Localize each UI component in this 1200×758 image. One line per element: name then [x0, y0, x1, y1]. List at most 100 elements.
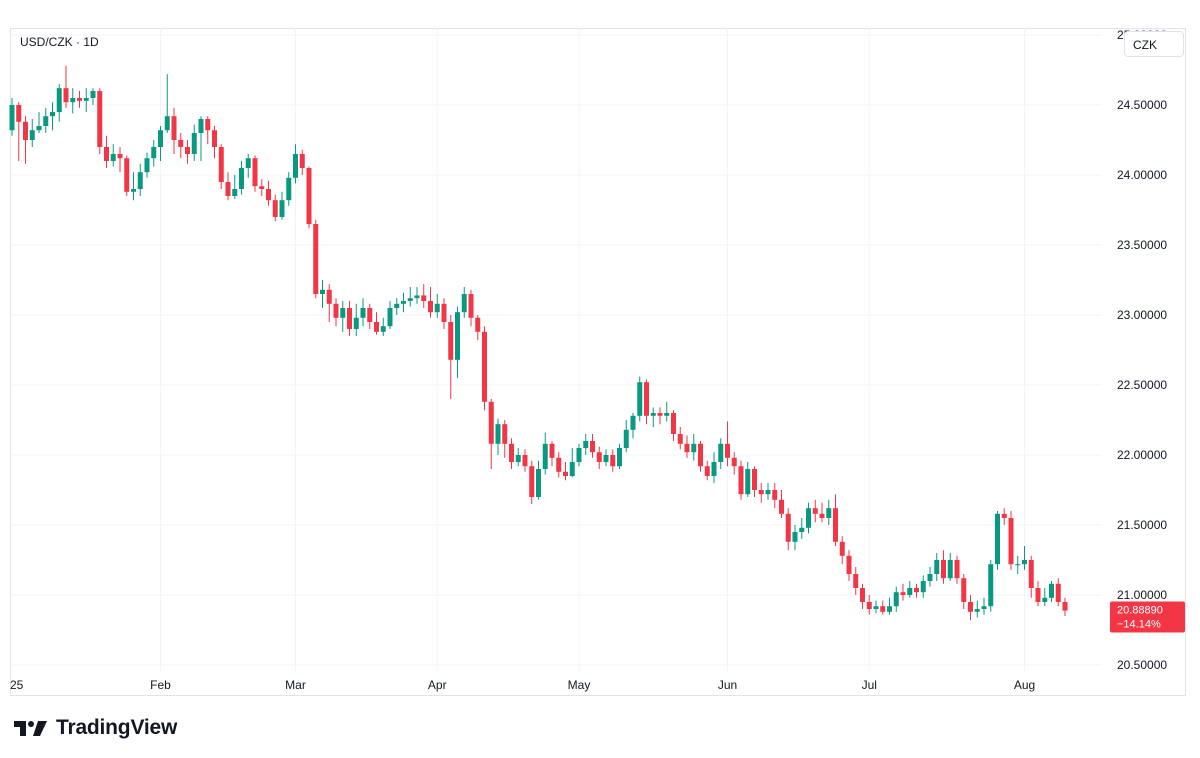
- candle-body: [637, 382, 643, 416]
- candle-body: [29, 130, 35, 140]
- candle: [1008, 511, 1014, 570]
- price-axis: 20.50000 21.00000 21.50000 22.00000 22.50000…: [1117, 28, 1167, 672]
- candle-body: [272, 200, 278, 217]
- candle: [353, 303, 359, 336]
- candle: [320, 280, 325, 308]
- candle-body: [583, 441, 589, 448]
- candle: [920, 575, 926, 598]
- candle-body: [981, 606, 987, 609]
- candle: [259, 179, 265, 196]
- candle-body: [131, 189, 136, 192]
- candle: [191, 124, 197, 161]
- last-price-badge: 20.88890 −14.14%: [1110, 601, 1185, 633]
- candle-body: [812, 508, 818, 514]
- candle: [772, 483, 778, 509]
- candle-body: [542, 443, 548, 469]
- candle: [9, 98, 15, 136]
- time-axis: 25 Feb Mar Apr May Jun Jul Aug: [10, 678, 1035, 692]
- candle-body: [833, 508, 838, 542]
- candle: [704, 460, 710, 481]
- candle: [502, 420, 508, 458]
- candle: [806, 502, 811, 534]
- candle-body: [826, 508, 832, 518]
- candle: [347, 301, 352, 336]
- candle: [401, 292, 406, 313]
- candle-body: [920, 581, 926, 593]
- candle-body: [293, 154, 298, 178]
- candle-body: [603, 455, 609, 462]
- tradingview-logo[interactable]: TradingView: [14, 714, 177, 742]
- candle: [691, 434, 697, 461]
- candle: [887, 597, 892, 615]
- candle: [590, 434, 595, 458]
- candle-body: [556, 457, 562, 472]
- candle: [927, 567, 933, 587]
- candle-body: [428, 301, 433, 313]
- candle-body: [711, 462, 717, 476]
- candle-body: [50, 112, 55, 117]
- candle: [131, 172, 136, 201]
- last-price-value: 20.88890: [1117, 605, 1163, 617]
- tradingview-logo-icon: [14, 721, 47, 736]
- candle-body: [529, 466, 535, 497]
- candle-body: [650, 413, 656, 416]
- candle-body: [367, 308, 373, 322]
- candle: [374, 312, 379, 335]
- candle: [70, 88, 76, 114]
- candle: [536, 460, 541, 500]
- candle: [981, 597, 987, 615]
- price-tick-label: 22.00000: [1117, 448, 1167, 462]
- candle: [158, 126, 163, 161]
- candle: [934, 553, 940, 581]
- candle-body: [738, 466, 744, 495]
- candle-body: [664, 413, 670, 416]
- candle: [185, 140, 190, 164]
- candle: [765, 483, 771, 500]
- price-tick-label: 22.50000: [1117, 378, 1167, 392]
- candle-body: [691, 443, 697, 453]
- candle: [36, 112, 42, 133]
- candle-body: [1062, 602, 1068, 611]
- candle: [738, 460, 744, 500]
- candle: [110, 144, 116, 167]
- candle-body: [563, 471, 568, 476]
- candle-body: [671, 413, 676, 434]
- candle-body: [839, 541, 845, 556]
- candle: [731, 452, 737, 475]
- candle-body: [880, 606, 886, 612]
- candle: [941, 550, 946, 584]
- candle-body: [718, 443, 724, 462]
- candle: [644, 379, 649, 425]
- time-tick-label: 25: [10, 678, 24, 692]
- candle-body: [245, 158, 251, 168]
- candle: [225, 172, 231, 201]
- candle-body: [266, 189, 271, 201]
- last-price-change: −14.14%: [1117, 619, 1161, 631]
- candle: [272, 194, 278, 222]
- price-tick-label: 21.00000: [1117, 588, 1167, 602]
- candle-body: [151, 147, 157, 159]
- candle: [623, 420, 629, 453]
- symbol-label[interactable]: USD/CZK · 1D: [20, 35, 99, 49]
- candle: [846, 550, 852, 581]
- candle-body: [1001, 513, 1007, 518]
- candle: [117, 147, 123, 173]
- candle: [488, 399, 494, 469]
- time-tick-label: Feb: [150, 678, 171, 692]
- candle: [455, 306, 460, 378]
- candle-body: [988, 564, 994, 607]
- candle: [758, 483, 764, 503]
- candle: [637, 376, 643, 422]
- candle: [266, 180, 271, 206]
- candle: [617, 443, 622, 469]
- candle: [245, 154, 251, 178]
- candle: [475, 315, 481, 341]
- candle-body: [387, 308, 393, 327]
- price-tick-label: 20.50000: [1117, 658, 1167, 672]
- price-tick-label: 21.50000: [1117, 518, 1167, 532]
- currency-button[interactable]: CZK: [1124, 31, 1184, 57]
- candle: [286, 172, 292, 206]
- candle: [1001, 508, 1007, 525]
- candle-body: [104, 147, 109, 161]
